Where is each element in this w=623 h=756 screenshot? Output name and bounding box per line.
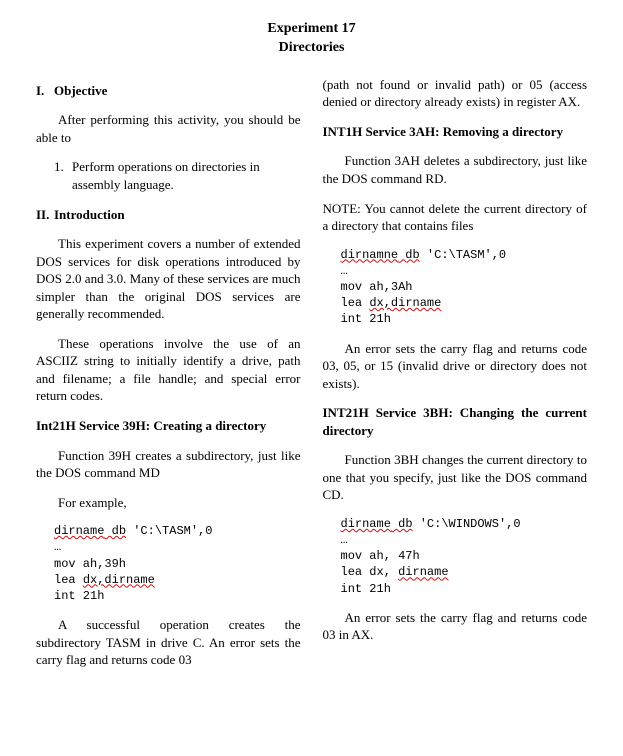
code-wavy: dirnamne	[341, 248, 399, 262]
continuation-paragraph: (path not found or invalid path) or 05 (…	[323, 76, 588, 111]
title-line-2: Directories	[36, 39, 587, 58]
code-text: mov ah,3Ah	[341, 280, 413, 294]
code-text: …	[54, 540, 61, 554]
service-39h-p3: A successful operation creates the subdi…	[36, 616, 301, 669]
right-column: (path not found or invalid path) or 05 (…	[323, 76, 588, 681]
service-39h-code: dirname db 'C:\TASM',0 … mov ah,39h lea …	[54, 523, 301, 604]
code-text: 'C:\TASM',0	[126, 524, 212, 538]
code-text: int 21h	[341, 312, 391, 326]
left-column: I.Objective After performing this activi…	[36, 76, 301, 681]
code-wavy: dx,dirname	[83, 573, 155, 587]
service-3ah-note: NOTE: You cannot delete the current dire…	[323, 200, 588, 235]
service-39h-p1: Function 39H creates a subdirectory, jus…	[36, 447, 301, 482]
objective-title: Objective	[54, 83, 107, 98]
objective-list-item: 1. Perform operations on directories in …	[54, 158, 301, 193]
code-wavy: db	[391, 517, 413, 531]
objective-item-number: 1.	[54, 158, 72, 193]
code-wavy: dirname	[54, 524, 104, 538]
code-text: mov ah, 47h	[341, 549, 420, 563]
code-text: 'C:\TASM',0	[420, 248, 506, 262]
code-text: …	[341, 264, 348, 278]
service-3ah-code: dirnamne db 'C:\TASM',0 … mov ah,3Ah lea…	[341, 247, 588, 328]
service-3ah-heading: INT1H Service 3AH: Removing a directory	[323, 123, 588, 141]
service-3bh-p2: An error sets the carry flag and returns…	[323, 609, 588, 644]
objective-item-text: Perform operations on directories in ass…	[72, 158, 301, 193]
code-wavy: dirname	[398, 565, 448, 579]
introduction-title: Introduction	[54, 207, 125, 222]
code-text: int 21h	[54, 589, 104, 603]
introduction-p1: This experiment covers a number of exten…	[36, 235, 301, 323]
objective-roman: I.	[36, 82, 54, 100]
service-39h-heading: Int21H Service 39H: Creating a directory	[36, 417, 301, 435]
code-text: …	[341, 533, 348, 547]
introduction-heading: II.Introduction	[36, 206, 301, 224]
service-3ah-p3: An error sets the carry flag and returns…	[323, 340, 588, 393]
objective-heading: I.Objective	[36, 82, 301, 100]
service-39h-p2: For example,	[36, 494, 301, 512]
objective-paragraph: After performing this activity, you shou…	[36, 111, 301, 146]
code-text: lea	[54, 573, 83, 587]
code-wavy: db	[398, 248, 420, 262]
service-3ah-p1: Function 3AH deletes a subdirectory, jus…	[323, 152, 588, 187]
code-text: lea dx,	[341, 565, 399, 579]
service-3bh-code: dirname db 'C:\WINDOWS',0 … mov ah, 47h …	[341, 516, 588, 597]
title-block: Experiment 17 Directories	[36, 20, 587, 58]
code-text: 'C:\WINDOWS',0	[413, 517, 521, 531]
code-wavy: db	[104, 524, 126, 538]
code-text: lea	[341, 296, 370, 310]
introduction-roman: II.	[36, 206, 54, 224]
service-3bh-p1: Function 3BH changes the current directo…	[323, 451, 588, 504]
code-wavy: dx,dirname	[369, 296, 441, 310]
code-text: mov ah,39h	[54, 557, 126, 571]
title-line-1: Experiment 17	[36, 20, 587, 39]
code-text: int 21h	[341, 582, 391, 596]
columns: I.Objective After performing this activi…	[36, 76, 587, 681]
service-3bh-heading: INT21H Service 3BH: Changing the current…	[323, 404, 588, 439]
code-wavy: dirname	[341, 517, 391, 531]
introduction-p2: These operations involve the use of an A…	[36, 335, 301, 405]
